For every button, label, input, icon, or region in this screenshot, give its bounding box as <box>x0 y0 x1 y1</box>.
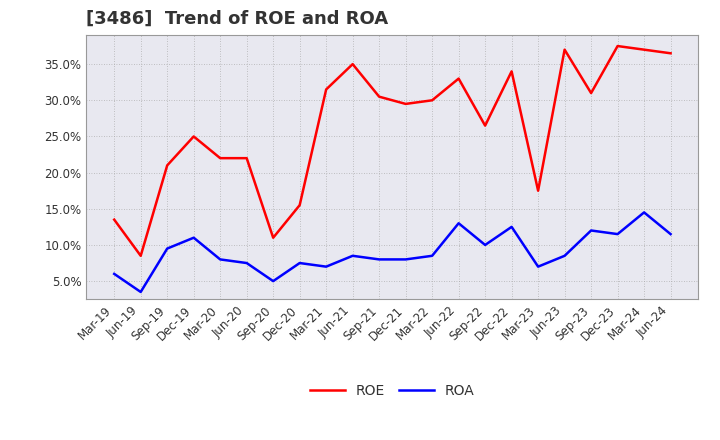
ROA <box>454 220 463 226</box>
ROE <box>534 188 542 193</box>
ROE <box>560 47 569 52</box>
Line: ROE: ROE <box>114 46 670 256</box>
ROA <box>348 253 357 258</box>
ROE <box>640 47 649 52</box>
ROE <box>375 94 384 99</box>
ROE <box>322 87 330 92</box>
ROA <box>375 257 384 262</box>
ROE <box>269 235 277 240</box>
ROE <box>136 253 145 258</box>
ROA <box>587 228 595 233</box>
ROE <box>587 91 595 96</box>
ROE <box>189 134 198 139</box>
ROE <box>110 217 119 222</box>
ROA <box>613 231 622 237</box>
ROA <box>110 271 119 276</box>
ROE <box>348 62 357 67</box>
ROE <box>666 51 675 56</box>
ROA <box>666 231 675 237</box>
ROA <box>401 257 410 262</box>
ROE <box>508 69 516 74</box>
ROE <box>243 155 251 161</box>
ROA <box>136 290 145 295</box>
ROA <box>481 242 490 248</box>
Text: [3486]  Trend of ROE and ROA: [3486] Trend of ROE and ROA <box>86 10 389 28</box>
ROA <box>295 260 304 266</box>
ROA <box>428 253 436 258</box>
Legend: ROE, ROA: ROE, ROA <box>305 378 480 403</box>
ROA <box>534 264 542 269</box>
ROA <box>189 235 198 240</box>
ROE <box>481 123 490 128</box>
ROE <box>454 76 463 81</box>
ROA <box>508 224 516 230</box>
ROE <box>216 155 225 161</box>
Line: ROA: ROA <box>114 213 670 292</box>
ROA <box>216 257 225 262</box>
ROE <box>295 202 304 208</box>
ROA <box>269 279 277 284</box>
ROA <box>640 210 649 215</box>
ROE <box>613 44 622 49</box>
ROA <box>163 246 171 251</box>
ROA <box>560 253 569 258</box>
ROE <box>428 98 436 103</box>
ROA <box>322 264 330 269</box>
ROA <box>243 260 251 266</box>
ROE <box>401 101 410 106</box>
ROE <box>163 163 171 168</box>
